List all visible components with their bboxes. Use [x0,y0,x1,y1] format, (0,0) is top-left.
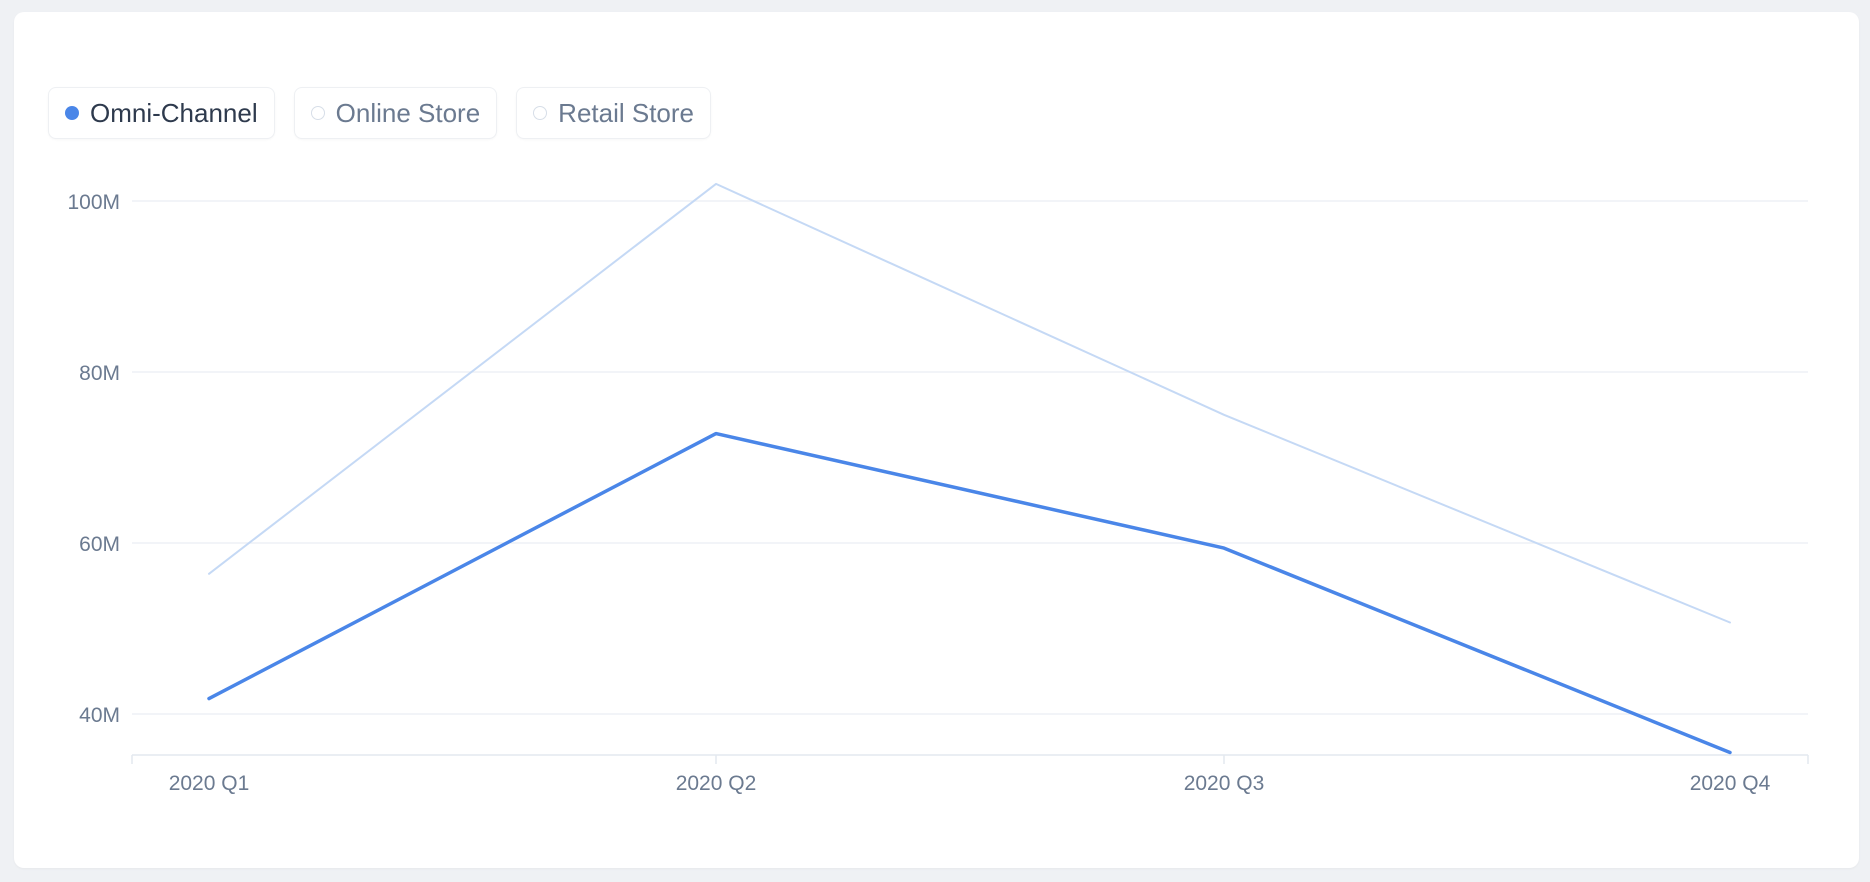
legend-label: Retail Store [558,97,695,128]
x-tick-label: 2020 Q1 [169,772,250,795]
series-line-omni-channel [207,431,1732,755]
legend-item-omni-channel[interactable]: Omni-Channel [48,87,275,139]
y-tick-label: 40M [79,704,120,727]
x-tick-label: 2020 Q3 [1184,772,1265,795]
y-tick-label: 60M [79,533,120,556]
hollow-dot-icon [533,106,548,120]
legend-item-retail-store[interactable]: Retail Store [516,87,712,139]
filled-dot-icon [65,106,79,120]
hollow-dot-icon [310,106,325,120]
x-tick-label: 2020 Q2 [676,772,757,795]
legend-label: Omni-Channel [90,97,258,128]
legend-item-online-store[interactable]: Online Store [293,87,498,139]
y-tick-label: 100M [67,191,120,214]
x-tick-label: 2020 Q4 [1690,772,1771,795]
y-tick-label: 80M [79,362,120,385]
chart-legend: Omni-Channel Online Store Retail Store [48,87,712,139]
series-line-faded [208,182,1731,624]
chart-card [14,12,1859,868]
legend-label: Online Store [335,97,481,128]
